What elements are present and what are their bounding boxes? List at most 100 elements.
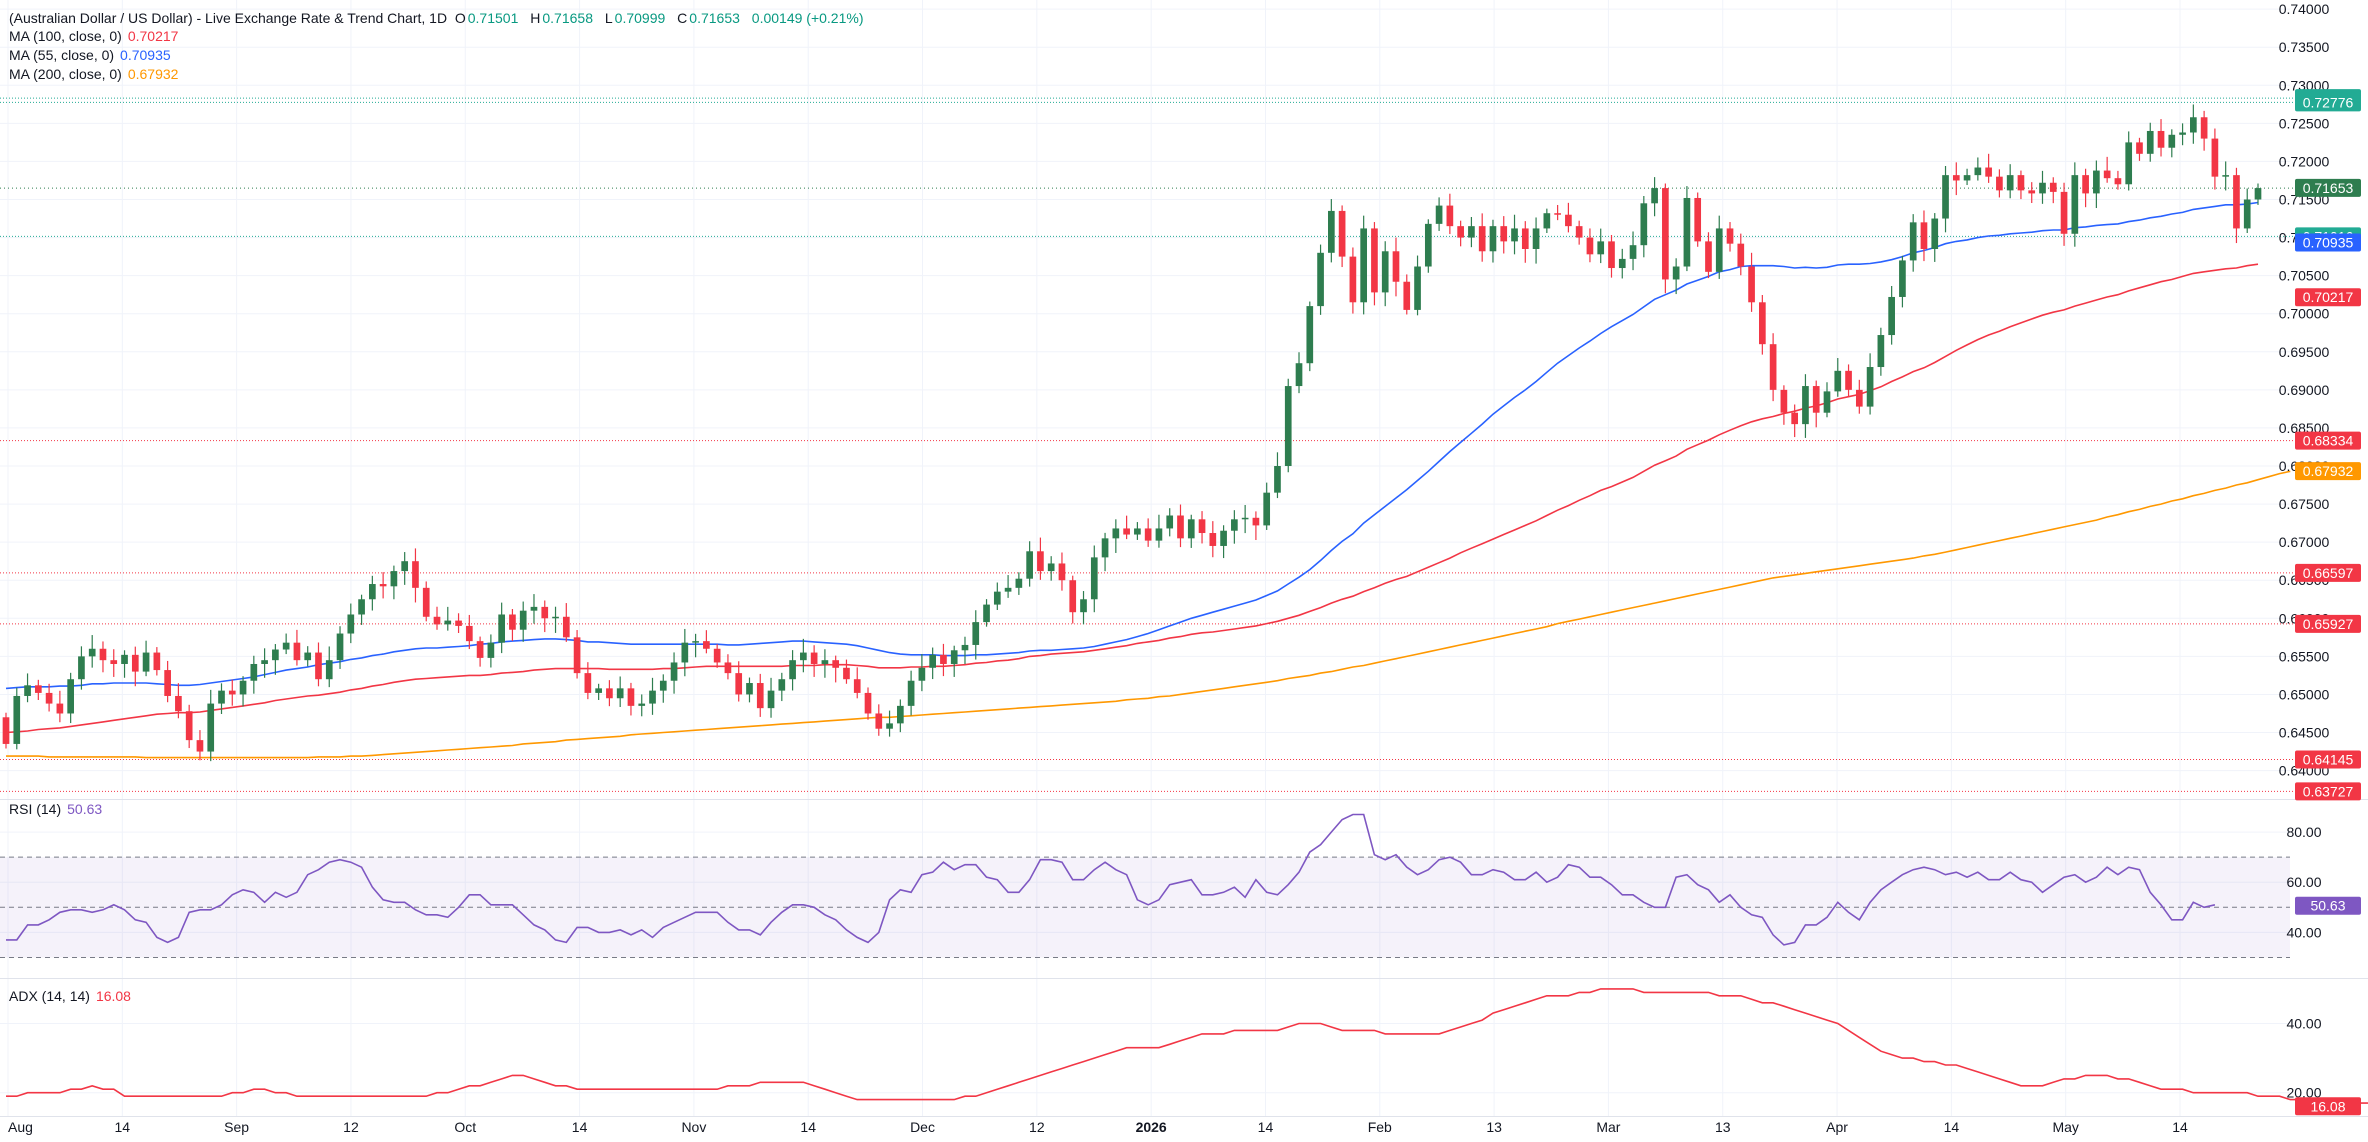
candle-body <box>1047 563 1055 572</box>
candle-body <box>390 571 398 587</box>
time-tick-label: 14 <box>1944 1119 1960 1135</box>
candle-body <box>153 652 161 671</box>
candle-body <box>1791 412 1799 425</box>
candle-body <box>1565 214 1572 227</box>
candle-body <box>1123 528 1130 535</box>
candle-body <box>1241 517 1249 520</box>
candle-body <box>2103 170 2111 179</box>
legend-ma200[interactable]: MA (200, close, 0) 0.67932 <box>9 65 178 83</box>
candle-body <box>1101 538 1109 558</box>
ma55-tag: 0.70935 <box>2303 235 2354 251</box>
candle-body <box>595 688 602 693</box>
adx-value-tag: 16.08 <box>2310 1098 2345 1114</box>
candle-body <box>1446 205 1454 227</box>
low-value: 0.70999 <box>614 10 666 26</box>
change-value: 0.00149 (+0.21%) <box>751 10 864 26</box>
candle-body <box>2039 182 2046 194</box>
last-price-tag: 0.71653 <box>2303 180 2354 196</box>
candle-body <box>1015 578 1023 588</box>
candle-body <box>164 670 171 696</box>
adx-value: 16.08 <box>95 988 131 1004</box>
candle-body <box>2179 132 2186 135</box>
level-tag: 0.65927 <box>2303 616 2354 632</box>
candle-body <box>1263 492 1271 526</box>
candle-body <box>1489 226 1497 252</box>
candle-body <box>573 637 581 674</box>
candle-body <box>940 654 947 664</box>
level-tag-bg <box>2295 614 2361 633</box>
candle-body <box>2006 175 2014 191</box>
candle-body <box>2028 190 2036 194</box>
candle-body <box>1090 557 1098 600</box>
candle-body <box>1381 251 1389 293</box>
candle-body <box>433 616 441 625</box>
candle-body <box>1112 528 1120 539</box>
adx-label: ADX (14, 14) <box>9 988 90 1004</box>
legend-adx[interactable]: ADX (14, 14) 16.08 <box>9 987 131 1005</box>
candle-body <box>875 713 883 729</box>
candle-body <box>2082 175 2089 194</box>
ma100-tag: 0.70217 <box>2303 289 2354 305</box>
candle-body <box>1996 176 2003 191</box>
time-tick-label: 12 <box>343 1119 359 1135</box>
adx-value-tag-bg <box>2295 1097 2361 1116</box>
candle-body <box>929 654 937 668</box>
legend-rsi[interactable]: RSI (14) 50.63 <box>9 800 102 818</box>
candle-body <box>1705 241 1712 272</box>
candle-body <box>2190 117 2197 133</box>
time-tick-label: Sep <box>224 1119 249 1135</box>
candle-body <box>325 660 333 680</box>
ma100-value: 0.70217 <box>127 28 179 44</box>
time-tick-label: 14 <box>1258 1119 1274 1135</box>
candle-body <box>983 604 990 623</box>
candle-body <box>1769 344 1777 390</box>
time-tick-label: 14 <box>115 1119 131 1135</box>
chart-title: (Australian Dollar / US Dollar) - Live E… <box>9 10 448 26</box>
high-key: H <box>530 10 541 26</box>
candle-body <box>1026 551 1033 579</box>
candle-body <box>789 660 796 680</box>
candle-body <box>1759 302 1766 345</box>
candle-body <box>2049 182 2057 192</box>
candle-body <box>1963 175 1971 181</box>
candle-body <box>1478 226 1486 252</box>
candle-body <box>207 703 215 752</box>
candle-body <box>2233 175 2240 229</box>
candle-body <box>78 656 85 680</box>
legend-ma55[interactable]: MA (55, close, 0) 0.70935 <box>9 46 171 64</box>
price-tick-label: 0.70000 <box>2279 306 2330 322</box>
candle-body <box>1737 243 1745 267</box>
candle-body <box>1521 228 1529 249</box>
rsi-tick-label: 40.00 <box>2286 924 2321 940</box>
candle-body <box>487 642 495 658</box>
candle-body <box>584 673 592 693</box>
candle-body <box>918 667 926 681</box>
candle-body <box>2243 199 2251 229</box>
candle-body <box>315 652 322 680</box>
candle-body <box>1058 563 1066 581</box>
ma55-tag-bg <box>2295 233 2361 252</box>
candle-body <box>692 641 699 643</box>
candle-body <box>864 692 872 714</box>
level-tag: 0.72776 <box>2303 94 2354 110</box>
candle-body <box>228 690 236 695</box>
candle-body <box>2125 142 2133 185</box>
level-tag: 0.63727 <box>2303 783 2354 799</box>
candle-body <box>175 695 182 712</box>
candle-body <box>703 641 710 649</box>
candle-body <box>606 688 613 699</box>
candle-body <box>1920 222 1928 249</box>
candle-body <box>1855 389 1863 407</box>
candle-body <box>756 683 764 709</box>
candle-body <box>896 705 904 724</box>
rsi-tick-label: 80.00 <box>2286 824 2321 840</box>
candle-body <box>88 648 96 657</box>
adx-tick-label: 40.00 <box>2286 1016 2321 1032</box>
candle-body <box>2071 175 2079 234</box>
legend-ma100[interactable]: MA (100, close, 0) 0.70217 <box>9 27 178 45</box>
candle-body <box>1715 228 1723 272</box>
low-key: L <box>604 10 613 26</box>
candle-body <box>2254 188 2262 200</box>
candle-body <box>1511 228 1518 242</box>
